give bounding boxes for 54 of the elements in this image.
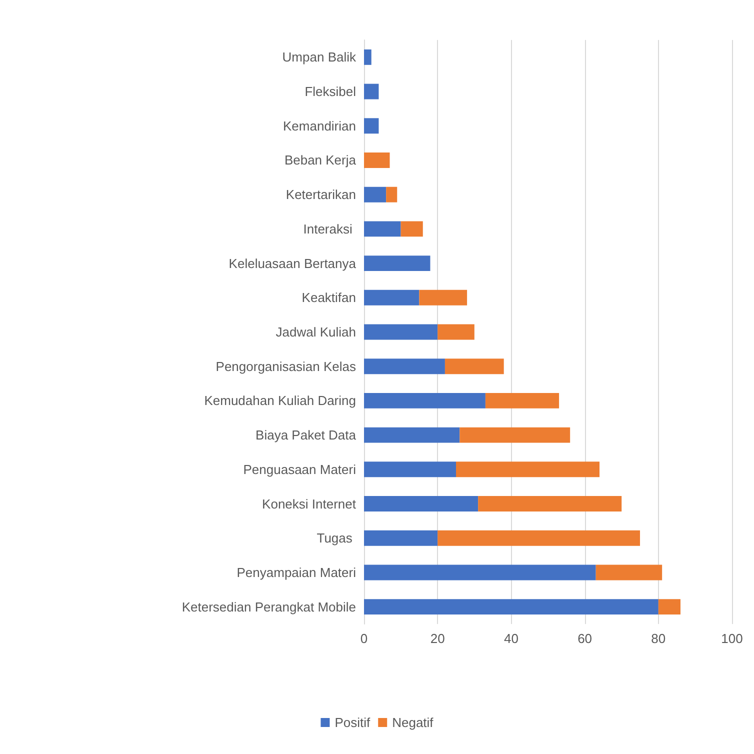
x-tick-label: 60 (578, 631, 592, 646)
y-tick-label: Keaktifan (302, 290, 356, 306)
bar (364, 49, 372, 65)
y-tick-label: Interaksi (303, 221, 356, 236)
bar (364, 496, 478, 512)
bar (478, 496, 622, 512)
legend-label: Negatif (392, 715, 434, 730)
y-tick-label: Fleksibel (304, 84, 356, 100)
bar (364, 462, 456, 478)
bar (456, 462, 600, 478)
bar (364, 324, 438, 340)
y-tick-label: Koneksi Internet (262, 496, 356, 512)
bar (364, 118, 379, 134)
x-tick-label: 100 (721, 631, 743, 646)
bar (364, 358, 445, 374)
x-tick-label: 80 (651, 631, 666, 646)
y-tick-label: Pengorganisasian Kelas (216, 358, 356, 374)
bar (444, 358, 504, 374)
bar (364, 256, 430, 272)
bar (364, 392, 486, 408)
y-tick-label: Ketersedian Perangkat Mobile (182, 599, 356, 614)
bar (460, 427, 570, 443)
y-tick-label: Penguasaan Materi (243, 462, 356, 477)
bar (364, 152, 390, 168)
bar (364, 186, 386, 202)
x-tick-label: 20 (430, 631, 445, 646)
x-tick-label: 40 (504, 631, 518, 646)
y-tick-label: Penyampaian Materi (236, 564, 356, 580)
bar (438, 530, 640, 546)
bar (364, 427, 460, 443)
y-tick-label: Umpan Balik (282, 50, 356, 65)
bar (400, 221, 423, 237)
y-tick-label: Beban Kerja (284, 152, 357, 168)
bar (485, 392, 560, 408)
bar (438, 324, 474, 340)
y-tick-label: Keleluasaan Bertanya (228, 256, 357, 271)
y-tick-label: Tugas (316, 530, 356, 546)
bar (364, 599, 658, 615)
x-tick-label: 0 (360, 631, 368, 646)
y-tick-label: Biaya Paket Data (256, 428, 357, 443)
bar (596, 564, 662, 580)
y-tick-label: Kemandirian (283, 118, 356, 134)
y-tick-label: Kemudahan Kuliah Daring (204, 393, 356, 408)
bar (364, 221, 401, 237)
bar (658, 599, 680, 615)
bar (364, 84, 379, 100)
bar (386, 186, 398, 202)
y-tick-label: Jadwal Kuliah (276, 324, 356, 340)
bar (364, 530, 438, 546)
bar (419, 290, 468, 306)
bar (364, 290, 420, 306)
bar (364, 564, 596, 580)
legend-label: Positif (334, 715, 370, 730)
y-tick-label: Ketertarikan (286, 187, 356, 202)
